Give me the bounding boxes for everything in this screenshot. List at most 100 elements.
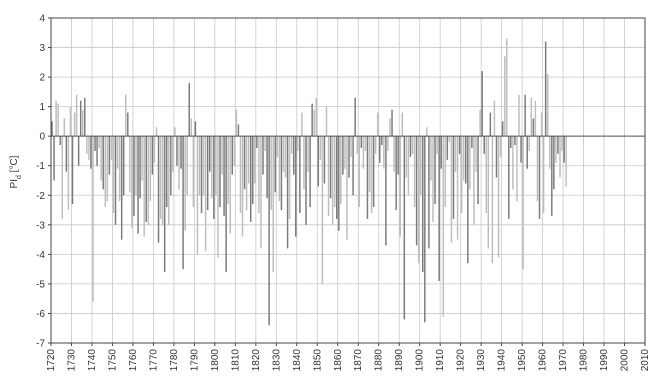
bar [249, 136, 252, 222]
bar [497, 136, 500, 258]
bar [370, 136, 373, 213]
x-tick-label: 1840 [292, 349, 303, 372]
bar [520, 136, 522, 163]
bar [553, 136, 555, 190]
bar [231, 136, 234, 175]
bar [237, 124, 240, 137]
bar [73, 112, 76, 137]
bar [549, 136, 551, 169]
bar [127, 112, 129, 137]
bar [165, 136, 168, 208]
bar [82, 109, 84, 137]
bar [266, 136, 268, 199]
bar [485, 136, 487, 213]
x-tick-label: 1970 [558, 349, 569, 372]
bar [362, 136, 365, 169]
bar [104, 136, 107, 208]
bar [145, 136, 147, 222]
bar [428, 136, 430, 249]
bar [327, 136, 330, 216]
bar [233, 136, 236, 166]
bar [235, 109, 238, 137]
y-tick-label: -5 [36, 279, 45, 290]
x-tick-label: 1750 [107, 349, 118, 372]
bar [98, 136, 100, 148]
bar [71, 136, 74, 205]
bar [352, 136, 354, 196]
bar [526, 136, 528, 169]
bar [487, 136, 490, 249]
bar [176, 136, 178, 166]
y-tick-label: 0 [39, 132, 45, 143]
bar [307, 136, 309, 172]
x-tick-label: 1960 [538, 349, 549, 372]
bar [422, 136, 424, 273]
bar [430, 136, 432, 181]
bar [542, 136, 545, 213]
bar [528, 136, 531, 151]
bar [358, 136, 360, 208]
x-tick-label: 1980 [579, 349, 590, 372]
bar [313, 109, 315, 137]
bar [262, 136, 264, 175]
bar [532, 118, 535, 137]
bar [161, 136, 164, 225]
bar [538, 136, 541, 219]
bar [354, 97, 356, 137]
bar [452, 136, 455, 219]
bar [200, 136, 203, 213]
x-tick-label: 1820 [251, 349, 262, 372]
bar [395, 136, 397, 211]
bar [225, 136, 227, 273]
bar [157, 136, 160, 243]
bar [381, 136, 383, 146]
bar [491, 136, 494, 264]
bar [301, 112, 303, 137]
bar [227, 136, 229, 205]
bar [247, 136, 250, 184]
bar [311, 103, 313, 137]
bar [256, 136, 258, 148]
bar [53, 136, 55, 181]
bar [55, 100, 57, 137]
bar [458, 136, 461, 154]
bar [69, 106, 72, 137]
bar [397, 136, 399, 175]
bar [286, 136, 289, 249]
bar [106, 136, 109, 202]
bar [282, 136, 285, 172]
bar [219, 136, 221, 208]
bar [331, 136, 334, 225]
bar [479, 109, 481, 137]
bar [379, 136, 381, 163]
bar [120, 136, 123, 240]
bar [477, 136, 479, 205]
bar [180, 136, 182, 169]
bar [94, 136, 96, 151]
bar [229, 136, 231, 234]
bar [122, 136, 125, 196]
bar [258, 136, 260, 213]
bar [393, 136, 395, 172]
bar [90, 136, 92, 169]
bar [460, 136, 463, 213]
bar [317, 136, 320, 187]
bar [252, 136, 254, 205]
bar [544, 41, 547, 137]
bar [374, 136, 377, 154]
x-tick-label: 1850 [312, 349, 323, 372]
bar [178, 136, 180, 190]
bar [471, 136, 473, 148]
bar [409, 136, 412, 157]
bar [385, 136, 387, 246]
x-tick-label: 1870 [353, 349, 364, 372]
bar [465, 136, 467, 184]
bar [102, 136, 104, 190]
bar [264, 136, 266, 151]
bar [116, 136, 119, 169]
bar [209, 136, 211, 172]
x-tick-label: 1910 [435, 349, 446, 372]
bar [100, 136, 102, 181]
x-tick-label: 1830 [271, 349, 282, 372]
